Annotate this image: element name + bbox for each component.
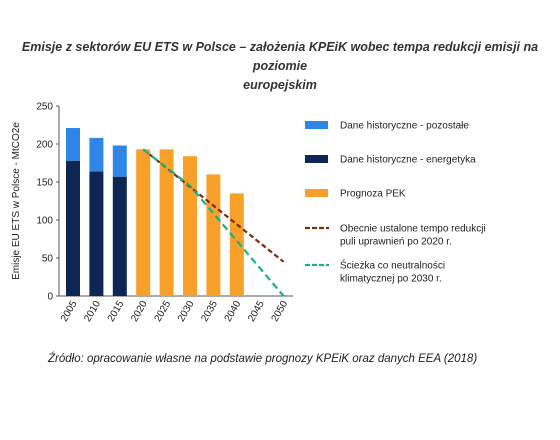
legend-label: Dane historyczne - pozostałe [340,121,469,132]
x-tick-label: 2035 [199,299,220,324]
bar-2025-forecast [159,149,174,296]
legend-label: Dane historyczne - energetyka [340,155,476,166]
y-tick-label: 250 [36,102,53,113]
x-tick-label: 2050 [270,299,291,324]
source-note: Źródło: opracowanie własne na podstawie … [48,353,478,365]
y-tick-label: 0 [47,292,53,303]
x-tick-label: 2025 [153,299,174,324]
legend-label: klimatycznej po 2030 r. [340,274,442,285]
chart-title-line-2: europejskim [243,78,317,92]
x-tick-label: 2020 [129,299,150,324]
reduction-path-line [142,148,285,263]
bar-2015-hist [112,176,127,296]
legend-label: Prognoza PEK [340,189,406,200]
bar-2005-hist [66,160,80,296]
legend-swatch [305,121,328,129]
x-tick-label: 2015 [106,299,127,324]
legend-swatch [305,189,328,197]
bar-2040-forecast [229,193,244,296]
bar-2030-forecast [183,156,197,296]
bar-2015-hist [112,145,127,177]
chart-title: Emisje z sektorów EU ETS w Polsce – zało… [0,38,560,95]
neutrality-path-line [142,148,285,297]
x-tick-label: 2005 [59,299,80,324]
bar-2020-forecast [136,149,151,296]
y-tick-label: 150 [36,178,53,189]
y-tick-label: 200 [36,140,53,151]
bar-2005-hist [66,128,80,161]
y-axis-label: Emisje EU ETS w Polsce - MtCO2e [11,122,22,280]
y-tick-label: 100 [36,216,53,227]
legend-label: puli uprawnień po 2020 r. [340,237,452,248]
x-tick-label: 2010 [82,299,103,324]
bar-2035-forecast [206,174,221,296]
x-tick-label: 2040 [223,299,244,324]
y-tick-label: 50 [42,254,54,265]
x-tick-label: 2045 [246,299,267,324]
legend-swatch [305,155,328,163]
x-tick-label: 2030 [176,299,197,324]
chart-title-line-1: Emisje z sektorów EU ETS w Polsce – zało… [21,40,539,73]
legend-label: Ścieżka co neutralności [340,259,445,272]
bar-2010-hist [89,171,104,296]
legend-label: Obecnie ustalone tempo redukcji [340,224,486,235]
bar-2010-hist [89,137,104,172]
